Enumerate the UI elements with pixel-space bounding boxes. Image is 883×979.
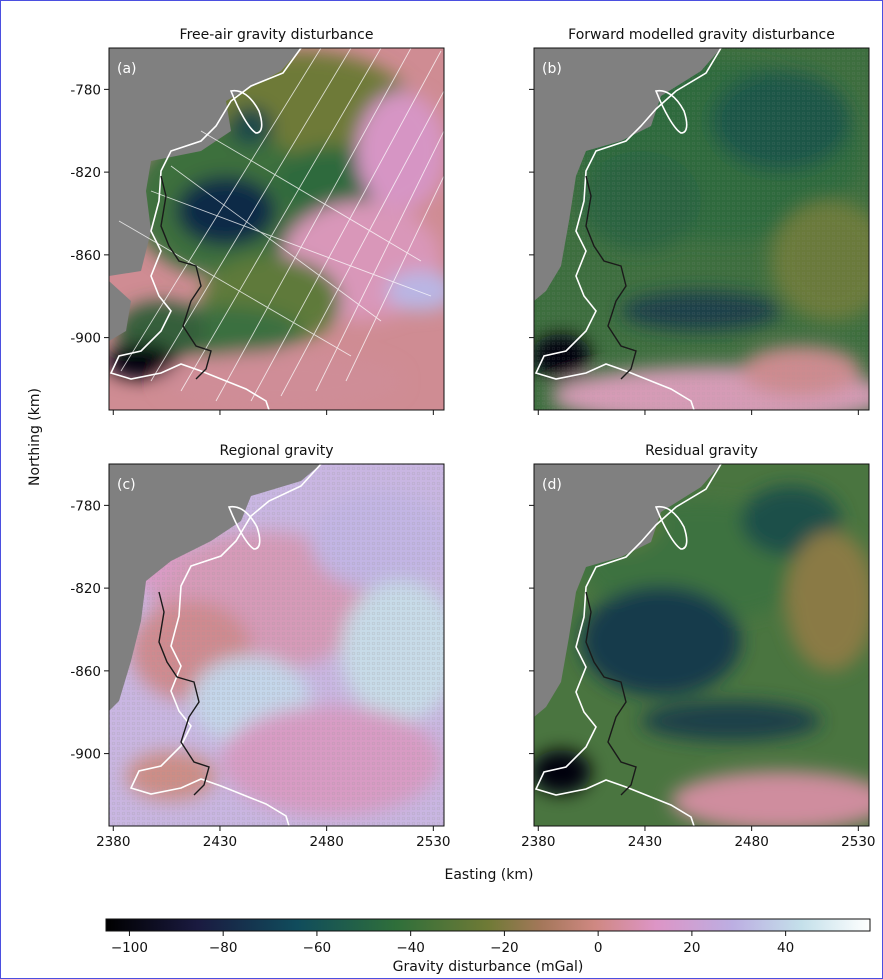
y-tick-label: -860	[70, 248, 101, 264]
panel-d-title: Residual gravity	[645, 443, 758, 459]
colorbar-tick-label: −100	[111, 940, 148, 956]
x-tick-label: 2480	[309, 834, 343, 850]
panel-b-coastline	[534, 48, 722, 410]
x-tick-label: 2380	[96, 834, 130, 850]
panel-c-title: Regional gravity	[219, 443, 333, 459]
y-tick-label: -780	[70, 498, 101, 514]
colorbar-gradient	[105, 918, 871, 932]
panel-a-flight-lines	[118, 48, 444, 402]
panel-a-frame	[108, 47, 445, 411]
y-axis-label: Northing (km)	[27, 388, 43, 486]
x-tick-label: 2380	[521, 834, 555, 850]
colorbar-ticks: −100 −80 −60 −40 −20 0 20 40	[111, 931, 794, 956]
panel-b	[534, 48, 869, 410]
panel-c-coastline	[129, 464, 322, 826]
panel-b-frame	[533, 47, 870, 411]
panel-b-title: Forward modelled gravity disturbance	[568, 27, 835, 43]
panel-a-letter: (a)	[117, 61, 137, 77]
panel-c	[109, 464, 444, 826]
panel-a-coastline	[109, 48, 302, 410]
panel-c-grounding-line	[158, 591, 210, 796]
colorbar-tick-label: −60	[303, 940, 332, 956]
x-axis-label: Easting (km)	[445, 867, 534, 883]
panel-a-title: Free-air gravity disturbance	[180, 27, 374, 43]
panel-b-letter: (b)	[542, 61, 562, 77]
panel-a-grounding-line	[160, 175, 212, 380]
panel-d	[534, 464, 869, 826]
x-tick-label: 2430	[203, 834, 237, 850]
colorbar-tick-label: −80	[209, 940, 238, 956]
panel-b-grounding-line	[585, 175, 637, 380]
colorbar: −100 −80 −60 −40 −20 0 20 40 Gravity disturbanc…	[105, 918, 871, 975]
panel-d-frame	[533, 463, 870, 827]
colorbar-tick-label: 20	[683, 940, 700, 956]
y-tick-label: -860	[70, 664, 101, 680]
y-tick-label: -780	[70, 82, 101, 98]
colorbar-label: Gravity disturbance (mGal)	[393, 959, 584, 975]
x-tick-label: 2530	[841, 834, 875, 850]
panel-b-nodata	[534, 48, 721, 301]
panel-a	[109, 48, 444, 410]
colorbar-tick-label: 0	[594, 940, 603, 956]
panel-a-nodata	[109, 48, 301, 276]
panel-c-nodata	[109, 464, 321, 711]
panel-d-field	[534, 486, 869, 826]
y-tick-label: -820	[70, 165, 101, 181]
panel-d-grounding-line	[585, 591, 637, 796]
x-tick-label: 2480	[734, 834, 768, 850]
y-tick-label: -820	[70, 581, 101, 597]
x-tick-label: 2430	[628, 834, 662, 850]
panel-c-frame	[108, 463, 445, 827]
panel-d-letter: (d)	[542, 477, 562, 493]
colorbar-tick-label: −20	[490, 940, 519, 956]
panel-d-nodata	[534, 464, 721, 717]
colorbar-tick-label: −40	[396, 940, 425, 956]
panel-a-field	[109, 51, 444, 410]
colorbar-tick-label: 40	[777, 940, 794, 956]
panel-c-letter: (c)	[117, 477, 136, 493]
panel-d-coastline	[534, 464, 722, 826]
x-tick-label: 2530	[416, 834, 450, 850]
y-tick-label: -900	[70, 331, 101, 347]
y-tick-label: -900	[70, 747, 101, 763]
